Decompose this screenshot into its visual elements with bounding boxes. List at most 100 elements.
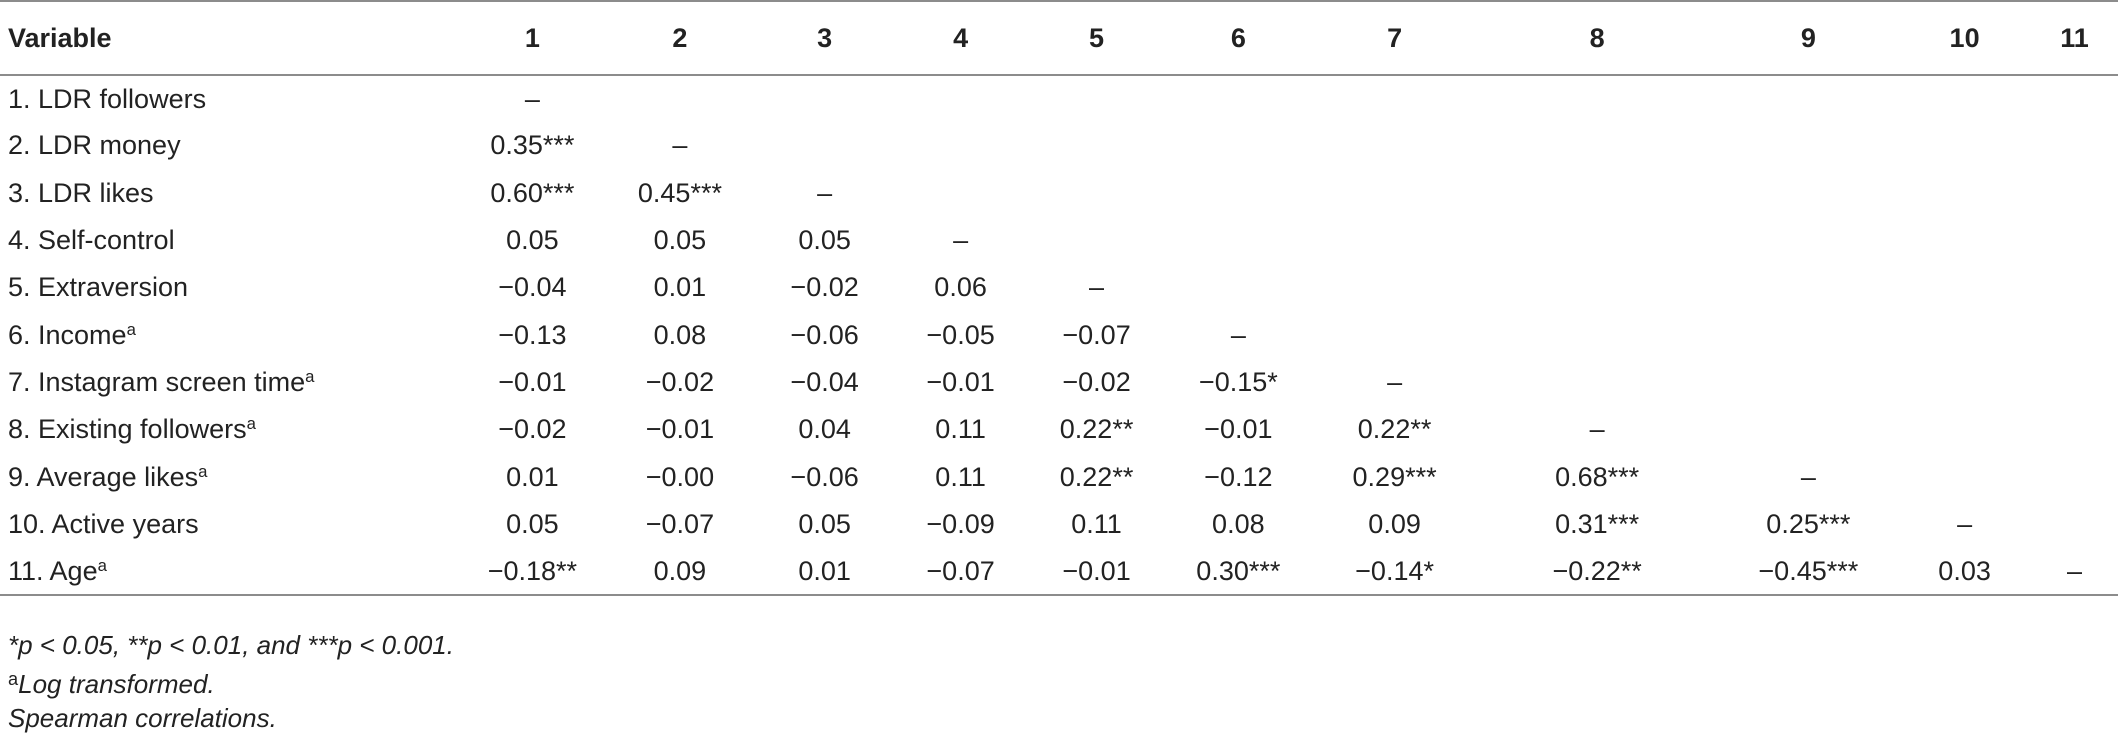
- table-cell: [1719, 170, 1898, 217]
- row-label-text: 6. Income: [8, 319, 127, 350]
- header-col-8: 8: [1475, 0, 1719, 76]
- table-cell: [1898, 453, 2031, 500]
- table-cell: –: [953, 225, 969, 256]
- table-cell: [1476, 264, 1719, 311]
- table-cell: 0.08: [653, 319, 707, 350]
- table-row: 9. Average likesa 0.01 −0.00 −0.06 0.11 0.22*…: [0, 453, 2118, 500]
- table-cell: 0.31***: [1555, 508, 1640, 539]
- table-cell: 0.05: [798, 225, 851, 256]
- table-cell: [1314, 122, 1476, 169]
- row-label-text: 9. Average likes: [8, 461, 199, 492]
- table-cell: −0.02: [790, 272, 859, 303]
- table-cell: [758, 75, 891, 122]
- row-label-text: 3. LDR likes: [8, 177, 154, 208]
- table-cell: [1719, 122, 1898, 169]
- table-cell: [1030, 75, 1163, 122]
- table-cell: [2031, 217, 2118, 264]
- table-cell: –: [1957, 508, 1973, 539]
- header-col-4: 4: [891, 0, 1031, 76]
- table-cell: [2031, 406, 2118, 453]
- log-note-marker: a: [8, 669, 19, 689]
- table-cell: 0.11: [935, 414, 986, 445]
- table-cell: −0.06: [790, 319, 859, 350]
- table-cell: −0.18**: [462, 547, 602, 597]
- header-col-6: 6: [1163, 0, 1314, 76]
- table-cell: 0.22**: [1357, 414, 1432, 445]
- table-row: 2. LDR money 0.35*** –: [0, 122, 2118, 169]
- table-row: 5. Extraversion −0.04 0.01 −0.02 0.06 –: [0, 264, 2118, 311]
- table-cell: −0.01: [645, 414, 715, 445]
- table-cell: [1314, 217, 1476, 264]
- table-cell: [1898, 406, 2031, 453]
- table-cell: 0.30***: [1163, 547, 1314, 597]
- table-cell: –: [1230, 319, 1246, 350]
- table-cell: −0.02: [645, 366, 715, 397]
- table-cell: 0.05: [506, 225, 559, 256]
- table-cell: −0.09: [926, 508, 995, 539]
- table-cell: 0.45***: [637, 177, 722, 208]
- table-cell: [2031, 170, 2118, 217]
- table-cell: [1163, 170, 1313, 217]
- table-row: 4. Self-control 0.05 0.05 0.05 –: [0, 217, 2118, 264]
- table-cell: 0.09: [1368, 508, 1421, 539]
- row-label-text: 7. Instagram screen time: [8, 366, 306, 397]
- table-cell: 0.05: [653, 225, 707, 256]
- row-label: 10. Active years: [0, 501, 463, 548]
- table-cell: [1719, 217, 1898, 264]
- table-cell: −0.00: [645, 461, 715, 492]
- table-cell: [1030, 122, 1163, 169]
- row-label-text: 4. Self-control: [8, 225, 175, 256]
- spearman-note: Spearman correlations.: [8, 703, 277, 734]
- table-cell: –: [1589, 414, 1605, 445]
- table-cell: [1476, 217, 1719, 264]
- table-row: 8. Existing followersa −0.02 −0.01 0.04 0.11…: [0, 406, 2118, 453]
- table-cell: 0.01: [506, 461, 559, 492]
- table-cell: −0.04: [498, 272, 567, 303]
- header-col-11: 11: [2031, 0, 2118, 76]
- table-cell: −0.02: [498, 414, 567, 445]
- row-label: 7. Instagram screen timea: [0, 359, 463, 406]
- table-cell: [1719, 311, 1898, 358]
- table-cell: [1898, 359, 2031, 406]
- table-cell: [1314, 311, 1476, 358]
- table-cell: [2031, 122, 2118, 169]
- table-cell: –: [1089, 272, 1105, 303]
- table-cell: –: [1800, 461, 1816, 492]
- table-cell: [2031, 359, 2118, 406]
- table-cell: [1719, 264, 1898, 311]
- table-cell: [1719, 75, 1898, 122]
- table-cell: [2031, 501, 2118, 548]
- table-cell: –: [1387, 366, 1403, 397]
- row-label-text: 11. Age: [8, 555, 98, 586]
- row-label-superscript: a: [126, 319, 136, 339]
- table-cell: −0.07: [645, 508, 715, 539]
- table-cell: [1898, 75, 2031, 122]
- table-cell: [1030, 170, 1163, 217]
- header-col-7: 7: [1313, 0, 1476, 76]
- table-cell: [1163, 217, 1313, 264]
- header-col-3: 3: [758, 0, 892, 76]
- table-cell: 0.35***: [490, 130, 575, 161]
- table-cell: [1476, 311, 1719, 358]
- table-row: 1. LDR followers –: [0, 75, 2118, 122]
- table-cell: −0.14*: [1313, 547, 1476, 597]
- table-cell: −0.02: [1062, 366, 1131, 397]
- table-cell: 0.29***: [1352, 461, 1437, 492]
- table-cell: [1163, 122, 1313, 169]
- row-label: 2. LDR money: [0, 122, 463, 169]
- table-cell: 0.11: [1071, 508, 1122, 539]
- row-label-superscript: a: [246, 414, 256, 434]
- table-cell: 0.03: [1898, 547, 2032, 597]
- table-row: 7. Instagram screen timea −0.01 −0.02 −0.04…: [0, 359, 2118, 406]
- table-cell: [891, 122, 1030, 169]
- table-cell: [891, 75, 1030, 122]
- row-label-text: 5. Extraversion: [8, 272, 189, 303]
- table-cell: [1898, 170, 2031, 217]
- table-cell: –: [672, 130, 688, 161]
- table-cell: −0.01: [498, 366, 567, 397]
- table-cell: [1719, 359, 1898, 406]
- table-cell: [2031, 311, 2118, 358]
- table-cell: 0.08: [1212, 508, 1265, 539]
- log-transform-note: aLog transformed.: [8, 662, 454, 701]
